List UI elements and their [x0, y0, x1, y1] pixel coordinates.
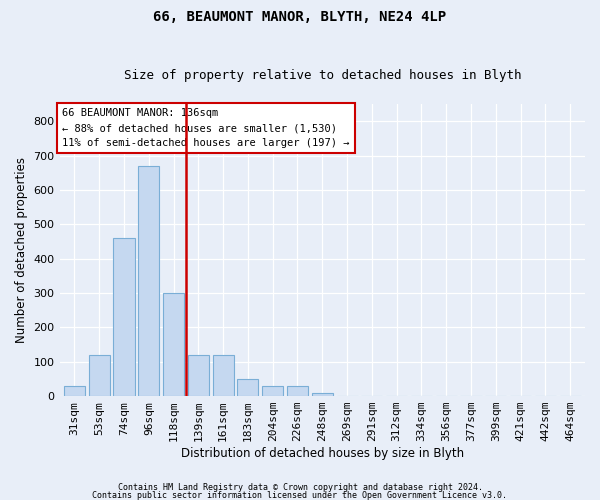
Bar: [287, 386, 308, 396]
Bar: [262, 386, 283, 396]
Bar: [163, 293, 184, 396]
Bar: [238, 379, 259, 396]
Bar: [113, 238, 134, 396]
Y-axis label: Number of detached properties: Number of detached properties: [15, 157, 28, 343]
Bar: [89, 355, 110, 396]
X-axis label: Distribution of detached houses by size in Blyth: Distribution of detached houses by size …: [181, 447, 464, 460]
Text: Contains HM Land Registry data © Crown copyright and database right 2024.: Contains HM Land Registry data © Crown c…: [118, 484, 482, 492]
Bar: [138, 166, 160, 396]
Bar: [188, 355, 209, 396]
Title: Size of property relative to detached houses in Blyth: Size of property relative to detached ho…: [124, 69, 521, 82]
Bar: [212, 355, 233, 396]
Bar: [312, 392, 333, 396]
Text: 66, BEAUMONT MANOR, BLYTH, NE24 4LP: 66, BEAUMONT MANOR, BLYTH, NE24 4LP: [154, 10, 446, 24]
Text: Contains public sector information licensed under the Open Government Licence v3: Contains public sector information licen…: [92, 490, 508, 500]
Bar: [64, 386, 85, 396]
Text: 66 BEAUMONT MANOR: 136sqm
← 88% of detached houses are smaller (1,530)
11% of se: 66 BEAUMONT MANOR: 136sqm ← 88% of detac…: [62, 108, 350, 148]
